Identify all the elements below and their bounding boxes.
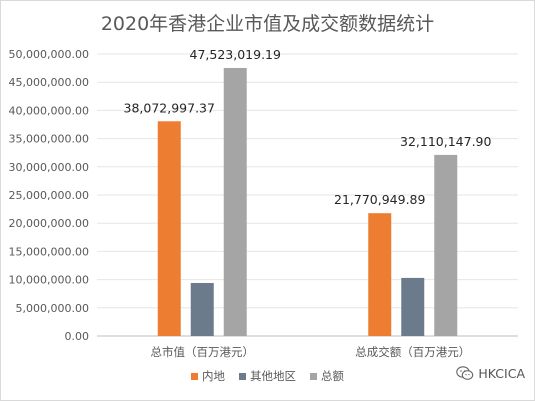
x-tick-label: 总成交额（百万港元） — [355, 345, 470, 359]
chart-title: 2020年香港企业市值及成交额数据统计 — [100, 13, 435, 35]
legend-swatch — [191, 372, 198, 380]
bar — [157, 121, 181, 336]
y-tick-label: 25,000,000.00 — [9, 189, 89, 202]
y-tick-label: 40,000,000.00 — [9, 104, 89, 117]
y-tick-label: 30,000,000.00 — [9, 161, 89, 174]
watermark-text: HKCICA — [478, 366, 525, 381]
y-tick-label: 0.00 — [65, 330, 90, 343]
legend-label: 内地 — [202, 369, 225, 383]
bar — [190, 282, 214, 336]
y-tick-label: 45,000,000.00 — [9, 76, 89, 89]
watermark: HKCICA — [456, 366, 525, 381]
data-label: 47,523,019.19 — [190, 47, 281, 62]
bar — [368, 213, 392, 336]
y-tick-label: 35,000,000.00 — [9, 133, 89, 146]
data-label: 21,770,949.89 — [334, 192, 425, 207]
data-label: 32,110,147.90 — [400, 134, 491, 149]
data-label: 38,072,997.37 — [124, 100, 215, 115]
y-tick-label: 15,000,000.00 — [9, 245, 89, 258]
legend-swatch — [310, 372, 317, 380]
y-tick-label: 50,000,000.00 — [9, 48, 89, 61]
bar — [401, 277, 425, 336]
legend-item: 其他地区 — [239, 368, 296, 384]
legend-item: 内地 — [191, 368, 225, 384]
bar — [223, 67, 247, 337]
legend-item: 总额 — [310, 368, 344, 384]
legend-label: 其他地区 — [250, 369, 296, 383]
wechat-icon — [456, 366, 474, 380]
y-tick-label: 10,000,000.00 — [9, 274, 89, 287]
legend: 内地 其他地区 总额 — [0, 368, 535, 384]
bar — [434, 154, 458, 336]
y-tick-label: 5,000,000.00 — [16, 302, 89, 315]
legend-swatch — [239, 372, 246, 380]
x-tick-label: 总市值（百万港元） — [151, 345, 255, 359]
legend-label: 总额 — [321, 369, 344, 383]
y-tick-label: 20,000,000.00 — [9, 217, 89, 230]
